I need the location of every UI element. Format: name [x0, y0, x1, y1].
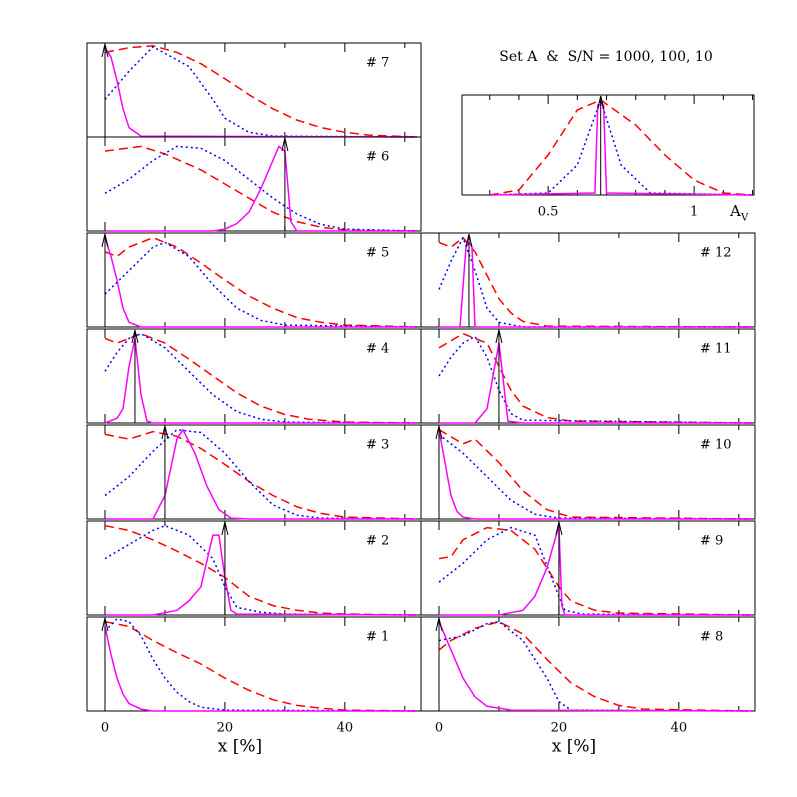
panel-label: # 1: [366, 630, 389, 645]
arrow-head: [131, 329, 139, 344]
arrow-head: [161, 425, 169, 440]
curve: [104, 524, 417, 616]
curve: [438, 429, 751, 520]
x-tick-label: 0.5: [538, 205, 559, 220]
curve: [438, 429, 751, 520]
arrow-head: [281, 137, 289, 152]
curve: [438, 236, 751, 328]
x-tick-label: 20: [551, 721, 568, 736]
curve: [489, 99, 753, 196]
panel-label: # 12: [700, 246, 732, 261]
panel-frame: [461, 94, 755, 196]
x-axis-label: x [%]: [218, 737, 262, 757]
arrow-head: [101, 233, 109, 248]
curve: [438, 433, 751, 520]
arrow-head: [221, 521, 229, 536]
panel-label: # 5: [366, 246, 389, 261]
curve: [105, 145, 417, 232]
arrow-head: [465, 233, 473, 248]
arrow-head: [435, 617, 443, 632]
arrow-head: [495, 329, 503, 344]
arrow-head: [435, 425, 443, 440]
x-tick-label: 0: [101, 721, 109, 736]
curve: [105, 428, 417, 520]
curve: [104, 618, 417, 712]
curve: [104, 236, 417, 328]
arrow-head: [555, 521, 563, 536]
curve: [104, 626, 417, 712]
panel-label: # 11: [700, 342, 732, 357]
figure-title: Set A & S/N = 1000, 100, 10: [499, 49, 712, 65]
panel-label: # 2: [366, 534, 389, 549]
curve: [104, 241, 417, 328]
panel-label: # 4: [366, 342, 389, 357]
curve: [104, 45, 417, 138]
x-tick-label: 0: [435, 721, 443, 736]
x-axis-label-subscript: V: [740, 213, 749, 224]
curve: [104, 47, 417, 138]
curve: [438, 235, 751, 328]
curve: [438, 621, 751, 712]
curve: [439, 525, 751, 616]
curve: [438, 526, 751, 616]
curve: [438, 332, 751, 424]
x-tick-label: 40: [337, 721, 354, 736]
x-tick-label: 1: [690, 205, 698, 220]
arrow-head: [101, 43, 109, 58]
arrow-head: [597, 95, 605, 110]
panel-label: # 3: [366, 438, 389, 453]
curve: [104, 620, 417, 712]
panel-label: # 8: [700, 630, 723, 645]
panel-label: # 6: [366, 150, 389, 165]
panel-label: # 10: [700, 438, 732, 453]
curve: [104, 332, 417, 424]
panel-label: # 9: [700, 534, 723, 549]
x-tick-label: 40: [671, 721, 688, 736]
x-tick-label: 20: [217, 721, 234, 736]
curve: [489, 97, 753, 196]
x-axis-label: A: [729, 202, 741, 220]
curve: [104, 332, 417, 424]
x-axis-label: x [%]: [552, 737, 596, 757]
curve: [104, 430, 417, 520]
curve: [438, 620, 751, 712]
curve: [489, 104, 753, 196]
curve: [105, 534, 417, 616]
curve: [104, 237, 417, 328]
curve: [438, 526, 751, 616]
curve: [104, 524, 417, 616]
curve: [104, 145, 417, 232]
panel-frame: [86, 136, 422, 232]
panel-label: # 7: [366, 56, 389, 71]
arrow-head: [101, 617, 109, 632]
